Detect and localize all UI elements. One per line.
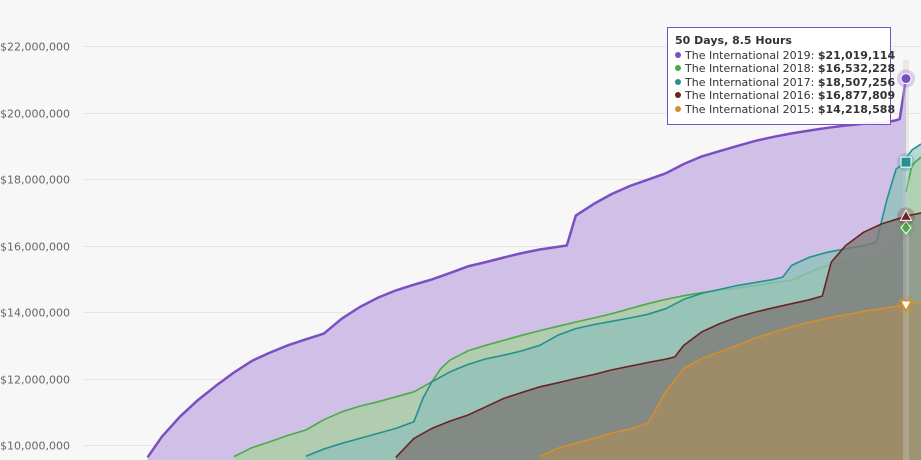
data-point-marker [900,156,912,168]
series-line-continuation [905,143,921,159]
series-line [539,303,907,458]
series-line [146,78,908,459]
tooltip-series-value: $18,507,256 [817,75,896,89]
y-tick-label: $16,000,000 [0,241,70,254]
series-line [305,161,907,458]
tooltip-series-value: $16,532,228 [817,62,896,76]
series-line [395,215,907,458]
tooltip-series-value: $14,218,588 [817,102,896,116]
tooltip-series-label: The International 2018 [685,62,811,76]
y-tick-label: $12,000,000 [0,374,70,387]
y-tick-label: $10,000,000 [0,440,70,453]
tooltip-series-label: The International 2017 [685,75,811,89]
series-color-dot [675,105,681,112]
tooltip-series-label: The International 2015 [685,102,811,116]
series-area-continuation [906,302,921,460]
data-point-marker [900,221,912,235]
tooltip-row-2017: The International 2017: $18,507,256 [675,75,895,90]
tooltip-series-label: The International 2019 [685,48,811,62]
series-color-dot [675,51,681,58]
series-area [539,304,906,460]
series-color-dot [675,92,681,99]
y-tick-label: $20,000,000 [0,108,70,121]
tooltip-row-2015: The International 2015: $14,218,588 [675,102,895,117]
data-point-marker [899,209,913,221]
tooltip-row-2019: The International 2019: $21,019,114 [675,48,895,63]
tooltip-title: 50 Days, 8.5 Hours [675,34,792,47]
y-tick-label: $18,000,000 [0,174,70,187]
y-tick-label: $22,000,000 [0,41,70,54]
tooltip-series-label: The International 2016 [685,89,811,103]
tooltip-row-2016: The International 2016: $16,877,809 [675,89,895,103]
y-tick-label: $14,000,000 [0,307,70,320]
tooltip-series-value: $21,019,114 [817,48,896,62]
tooltip-row-2018: The International 2018: $16,532,228 [675,62,895,76]
data-point-marker [900,73,912,85]
hover-band [903,60,909,460]
chart-tooltip: 50 Days, 8.5 Hours The International 201… [667,27,895,125]
tooltip-series-value: $16,877,809 [817,89,896,103]
series-color-dot [675,78,681,85]
series-line-continuation [905,156,921,193]
series-color-dot [675,65,681,72]
data-point-marker [899,299,913,313]
